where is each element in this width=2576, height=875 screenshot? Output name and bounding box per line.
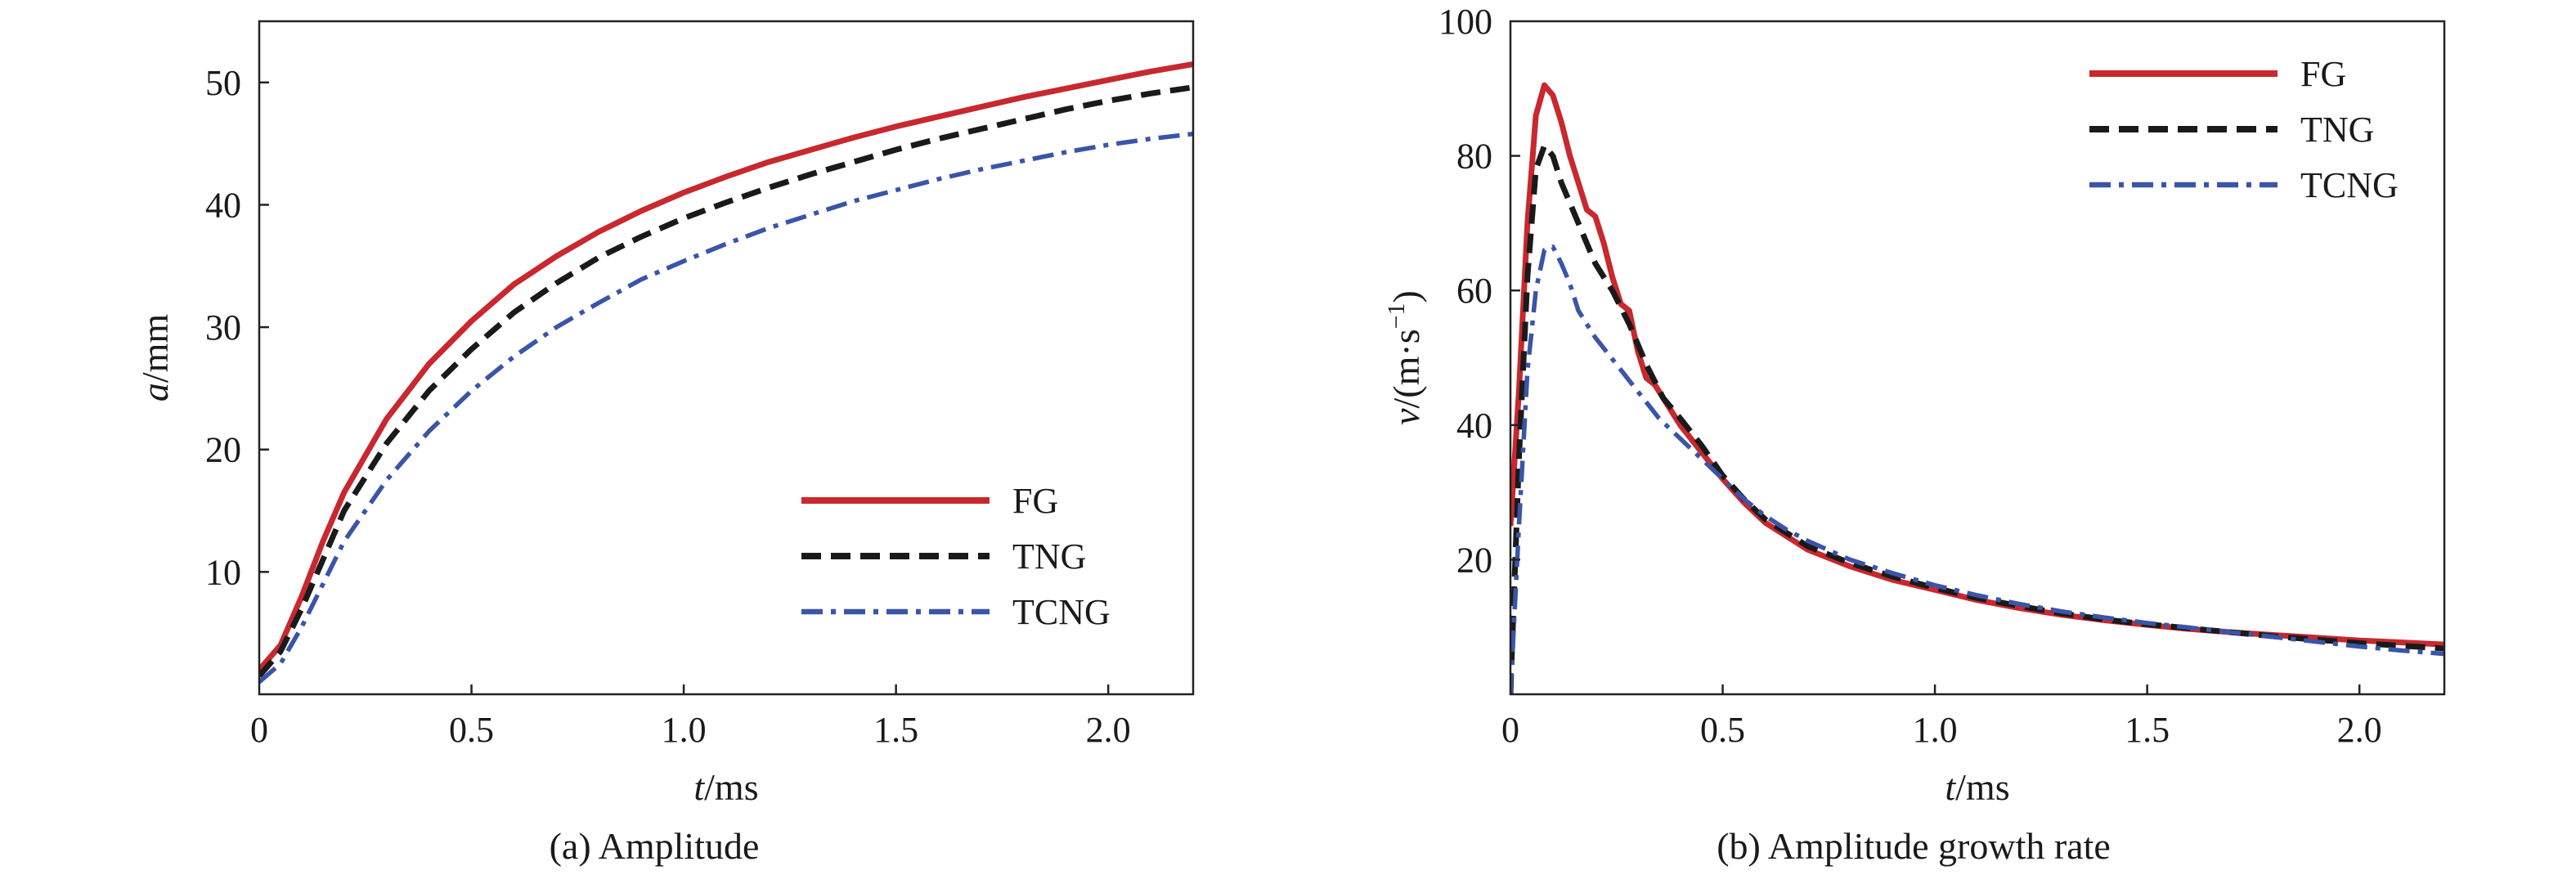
chart-growth-rate-x-tick-label: 0 [1501, 710, 1519, 750]
chart-growth-rate-legend-label-tng: TNG [2300, 110, 2374, 150]
chart-amplitude-x-tick-label: 2.0 [1086, 710, 1131, 750]
chart-amplitude-y-tick-label: 50 [205, 63, 241, 103]
chart-growth-rate-x-tick-label: 2.0 [2337, 710, 2382, 750]
chart-amplitude-x-tick-label: 1.0 [662, 710, 707, 750]
chart-growth-rate-plot-frame [1509, 20, 2446, 696]
growth-rate-chart-panel: 0 0.5 1.0 1.5 2.0 20 40 60 80 100 t/ms v/(m·s−1) FG T… [1383, 2, 2446, 867]
chart-amplitude-y-tick-label: 10 [205, 552, 241, 592]
chart-amplitude-x-axis-label: t/ms [693, 766, 758, 808]
chart-amplitude-series-group [259, 61, 1193, 684]
chart-growth-rate-y-tick-label: 80 [1456, 137, 1492, 177]
chart-growth-rate-y-axis-label: v/(m·s−1) [1383, 290, 1427, 425]
chart-amplitude-series-tcng-line [259, 131, 1193, 684]
chart-growth-rate-caption: (b) Amplitude growth rate [1717, 825, 2111, 867]
chart-amplitude-series-tng-line [259, 84, 1193, 678]
chart-growth-rate-legend-label-fg: FG [2300, 54, 2346, 94]
chart-growth-rate-y-tick-label: 100 [1438, 2, 1492, 42]
chart-amplitude-caption: (a) Amplitude [550, 825, 760, 867]
chart-growth-rate-series-tcng-line [1510, 244, 2444, 694]
amplitude-chart-panel: 0 0.5 1.0 1.5 2.0 10 20 30 40 50 t/ms a/mm FG TNG TCNG… [134, 20, 1195, 867]
chart-amplitude-y-tick-label: 30 [205, 307, 241, 348]
chart-growth-rate-y-tick-label: 40 [1456, 406, 1492, 446]
chart-growth-rate-y-tick-label: 20 [1456, 540, 1492, 580]
chart-growth-rate-legend: FG TNG TCNG [2089, 54, 2399, 205]
chart-amplitude-legend-label-tng: TNG [1012, 536, 1086, 577]
chart-growth-rate-legend-label-tcng: TCNG [2300, 165, 2399, 205]
chart-amplitude-legend: FG TNG TCNG [801, 481, 1111, 632]
chart-growth-rate-series-fg-line [1510, 82, 2444, 648]
chart-growth-rate-x-tick-label: 1.0 [1913, 710, 1958, 750]
chart-growth-rate-series-group [1510, 82, 2444, 694]
chart-amplitude-y-tick-label: 40 [205, 185, 241, 225]
chart-growth-rate-x-tick-label: 1.5 [2125, 710, 2170, 750]
chart-amplitude-series-fg-line [259, 61, 1193, 672]
chart-amplitude-legend-label-fg: FG [1012, 481, 1058, 521]
chart-amplitude-x-tick-label: 1.5 [873, 710, 918, 750]
chart-growth-rate-x-axis-label: t/ms [1945, 766, 2009, 808]
chart-growth-rate-series-tng-line [1510, 142, 2444, 694]
chart-amplitude-plot-frame [258, 20, 1195, 696]
chart-amplitude-y-tick-label: 20 [205, 430, 241, 470]
chart-amplitude-x-tick-label: 0.5 [449, 710, 494, 750]
chart-amplitude-y-axis-label: a/mm [134, 314, 176, 402]
chart-growth-rate-x-tick-label: 0.5 [1700, 710, 1745, 750]
chart-amplitude-x-tick-label: 0 [250, 710, 268, 750]
chart-growth-rate-y-tick-label: 60 [1456, 271, 1492, 311]
chart-amplitude-legend-label-tcng: TCNG [1012, 592, 1111, 632]
